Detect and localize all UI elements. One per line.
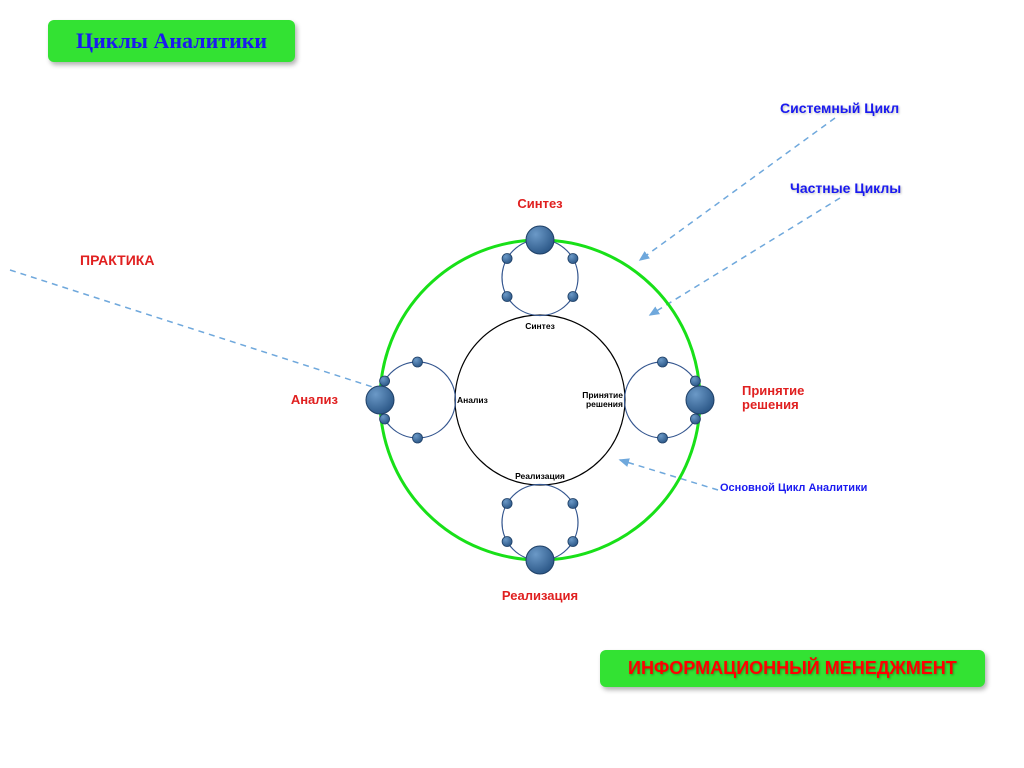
small-node [413, 357, 423, 367]
small-node [502, 292, 512, 302]
outer-label-left: Анализ [291, 392, 339, 407]
inner-label-top: Синтез [525, 321, 555, 331]
small-node [502, 499, 512, 509]
small-node [568, 499, 578, 509]
inner-label-bottom: Реализация [515, 471, 565, 481]
small-node [568, 537, 578, 547]
small-node [568, 254, 578, 264]
small-node [690, 376, 700, 386]
callout-line-private [650, 198, 840, 315]
outer-label-right: Принятиерешения [742, 383, 804, 412]
callout-line-main [620, 460, 718, 490]
small-node [413, 433, 423, 443]
small-node [568, 292, 578, 302]
system-circle [380, 240, 700, 560]
big-node-bottom [526, 546, 554, 574]
small-node [502, 254, 512, 264]
callout-line-practice [10, 270, 382, 390]
big-node-top [526, 226, 554, 254]
callout-main: Основной Цикл Аналитики [720, 482, 867, 494]
inner-label-right: Принятиерешения [582, 390, 623, 409]
small-node [658, 433, 668, 443]
small-node [502, 537, 512, 547]
big-node-left [366, 386, 394, 414]
small-node [690, 414, 700, 424]
callout-system: Системный Цикл [780, 100, 899, 116]
outer-label-top: Синтез [517, 196, 563, 211]
small-node [380, 414, 390, 424]
big-node-right [686, 386, 714, 414]
outer-label-bottom: Реализация [502, 588, 578, 603]
inner-label-left: Анализ [457, 395, 488, 405]
callout-private: Частные Циклы [790, 180, 901, 196]
small-node [380, 376, 390, 386]
small-node [658, 357, 668, 367]
callout-practice: ПРАКТИКА [80, 252, 154, 268]
